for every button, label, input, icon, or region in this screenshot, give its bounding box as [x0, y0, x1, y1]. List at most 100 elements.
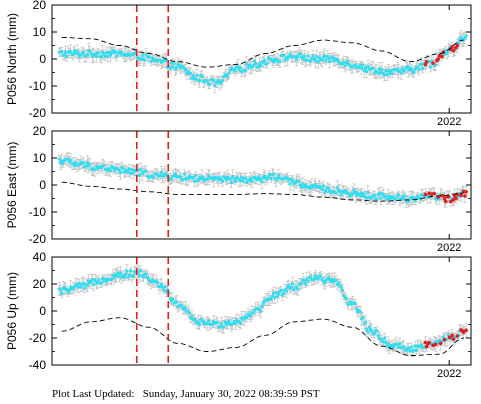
- data-point: [138, 273, 142, 278]
- data-point: [382, 73, 387, 77]
- data-point: [152, 175, 156, 179]
- recent-point: [436, 57, 440, 61]
- data-point: [245, 180, 249, 185]
- data-point: [419, 343, 424, 347]
- data-point: [386, 194, 390, 198]
- data-point: [330, 277, 334, 282]
- data-point: [385, 197, 389, 201]
- data-point: [399, 71, 403, 75]
- data-point: [149, 59, 153, 64]
- data-point: [301, 182, 305, 186]
- data-point: [108, 169, 112, 173]
- data-point: [362, 69, 366, 73]
- data-point: [233, 69, 237, 73]
- data-point: [301, 57, 305, 61]
- x-tick-label: 2022: [437, 242, 461, 254]
- data-point: [335, 57, 339, 61]
- data-point: [274, 290, 278, 295]
- data-point: [277, 173, 281, 178]
- data-point: [236, 64, 240, 69]
- data-point: [263, 58, 267, 62]
- data-point: [168, 66, 172, 71]
- data-point: [243, 68, 248, 73]
- y-tick-label: 0: [39, 52, 46, 66]
- data-point: [206, 319, 211, 323]
- y-tick-label: 40: [33, 250, 47, 264]
- data-point: [115, 54, 119, 58]
- recent-point: [451, 48, 456, 53]
- data-point: [396, 345, 401, 349]
- data-point: [220, 79, 225, 83]
- y-tick-label: -20: [29, 331, 47, 345]
- recent-point: [431, 61, 435, 66]
- data-point: [265, 61, 269, 66]
- data-point: [354, 307, 359, 311]
- data-point: [365, 70, 369, 74]
- data-point: [103, 54, 107, 58]
- data-point: [66, 157, 70, 161]
- recent-point: [423, 192, 428, 197]
- y-axis-label: P056 North (mm): [5, 13, 19, 105]
- data-point: [324, 58, 328, 62]
- data-point: [197, 323, 202, 327]
- data-point: [412, 348, 416, 353]
- data-point: [372, 332, 376, 336]
- data-point: [240, 175, 244, 179]
- data-point: [464, 34, 468, 38]
- data-point: [92, 282, 96, 287]
- error-bars: [57, 263, 468, 357]
- data-point: [302, 279, 306, 283]
- data-point: [60, 50, 64, 54]
- data-point: [129, 269, 133, 273]
- data-point: [101, 276, 105, 280]
- data-point: [285, 176, 290, 180]
- data-point: [428, 65, 433, 69]
- y-axis-label: P056 Up (mm): [5, 272, 19, 350]
- data-point: [125, 269, 129, 273]
- data-point: [296, 287, 300, 291]
- data-point: [358, 310, 362, 314]
- data-point: [366, 330, 370, 334]
- data-point: [172, 62, 176, 66]
- data-point: [171, 297, 175, 301]
- data-point: [220, 179, 225, 183]
- data-point: [71, 52, 75, 56]
- data-point: [384, 69, 388, 73]
- data-point: [384, 194, 388, 199]
- data-point: [357, 65, 361, 70]
- data-point: [65, 287, 69, 292]
- data-point: [382, 336, 387, 340]
- data-point: [308, 275, 313, 279]
- data-point: [377, 191, 382, 196]
- data-point: [298, 52, 302, 56]
- data-point: [85, 53, 89, 57]
- data-point: [139, 57, 143, 61]
- data-point: [275, 57, 279, 61]
- data-point: [291, 179, 295, 183]
- data-point: [412, 71, 416, 75]
- data-point: [245, 62, 249, 66]
- data-point: [386, 342, 390, 346]
- data-point: [117, 274, 121, 278]
- data-point: [111, 165, 115, 170]
- data-point: [183, 306, 188, 310]
- recent-point: [443, 199, 448, 204]
- data-point: [210, 322, 214, 326]
- data-point: [57, 157, 61, 161]
- recent-point: [454, 196, 458, 201]
- data-point: [205, 79, 209, 83]
- data-point: [245, 315, 249, 320]
- data-point: [408, 348, 412, 353]
- x-tick-label: 2022: [437, 116, 461, 128]
- data-point: [130, 168, 134, 172]
- recent-point: [455, 334, 460, 338]
- data-point: [255, 178, 259, 182]
- data-point: [377, 67, 382, 71]
- data-point: [279, 288, 283, 292]
- model-line: [61, 317, 464, 356]
- data-point: [384, 341, 388, 345]
- data-point: [359, 191, 364, 195]
- data-point: [275, 176, 279, 180]
- data-point: [259, 309, 263, 313]
- data-point: [306, 279, 310, 284]
